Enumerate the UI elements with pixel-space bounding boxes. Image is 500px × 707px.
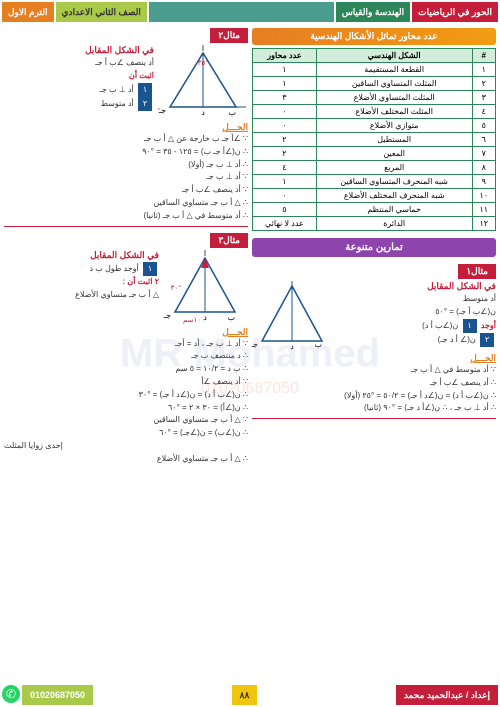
svg-text:د: د (201, 108, 205, 117)
svg-text:ب: ب (228, 108, 236, 117)
ex1-l1: أد متوسط (336, 293, 496, 306)
svg-text:جـ: جـ (163, 311, 171, 320)
svg-text:أ: أ (291, 281, 293, 287)
ex1-sub: في الشكل المقابل (336, 279, 496, 293)
triangle-3: أ °٣٠ جـ ب د ١٠سم (163, 250, 248, 325)
ex2-label: مثال٢ (210, 28, 248, 43)
example-2: مثال٢ أ °٣٥ °١٢٥ جـ ب د في الشكل المقابل… (4, 28, 248, 227)
svg-text:١٠سم: ١٠سم (183, 317, 201, 324)
th-shape: الشكل الهندسي (316, 49, 472, 63)
header-topic: الهندسة والقياس (336, 2, 410, 22)
svg-text:ب: ب (227, 313, 235, 322)
svg-text:°٣٠: °٣٠ (171, 284, 182, 292)
ex2-sol: الحـــل (4, 122, 248, 133)
table-title: عدد محاور تماثل الأشكال الهندسية (252, 28, 496, 45)
whatsapp-icon: ✆ (2, 685, 20, 703)
exercises-title: تمارين متنوعة (252, 238, 496, 257)
footer-phone: 01020687050 (22, 685, 93, 705)
th-num: # (472, 49, 495, 63)
header-term: الترم الاول (2, 2, 54, 22)
svg-text:°٣٥: °٣٥ (198, 59, 209, 67)
ex1-label: مثال١ (458, 264, 496, 279)
footer-author: إعداد / عبدالحميد محمد (396, 685, 498, 705)
ex3-sub: في الشكل المقابل (4, 248, 159, 262)
header-spacer (149, 2, 334, 22)
symmetry-table: # الشكل الهندسي عدد محاور ١القطعة المستق… (252, 48, 496, 231)
svg-text:جـ: جـ (158, 106, 166, 115)
svg-text:أ: أ (202, 45, 204, 53)
header-grade: الصف الثاني الاعدادي (56, 2, 147, 22)
ex3-label: مثال٣ (210, 233, 248, 248)
page-number: ٨٨ (232, 685, 258, 705)
ex1-find: أوجد (481, 321, 496, 330)
ex2-sub: في الشكل المقابل (4, 43, 154, 57)
svg-text:أ: أ (204, 250, 206, 258)
svg-text:د: د (203, 313, 207, 322)
triangle-2: أ °٣٥ °١٢٥ جـ ب د (158, 45, 248, 120)
ex1-l2: ن(∠ب أ جـ) = °٥٠ (336, 306, 496, 319)
header-subject: الحور في الرياضيات (412, 2, 498, 22)
th-axes: عدد محاور (253, 49, 317, 63)
